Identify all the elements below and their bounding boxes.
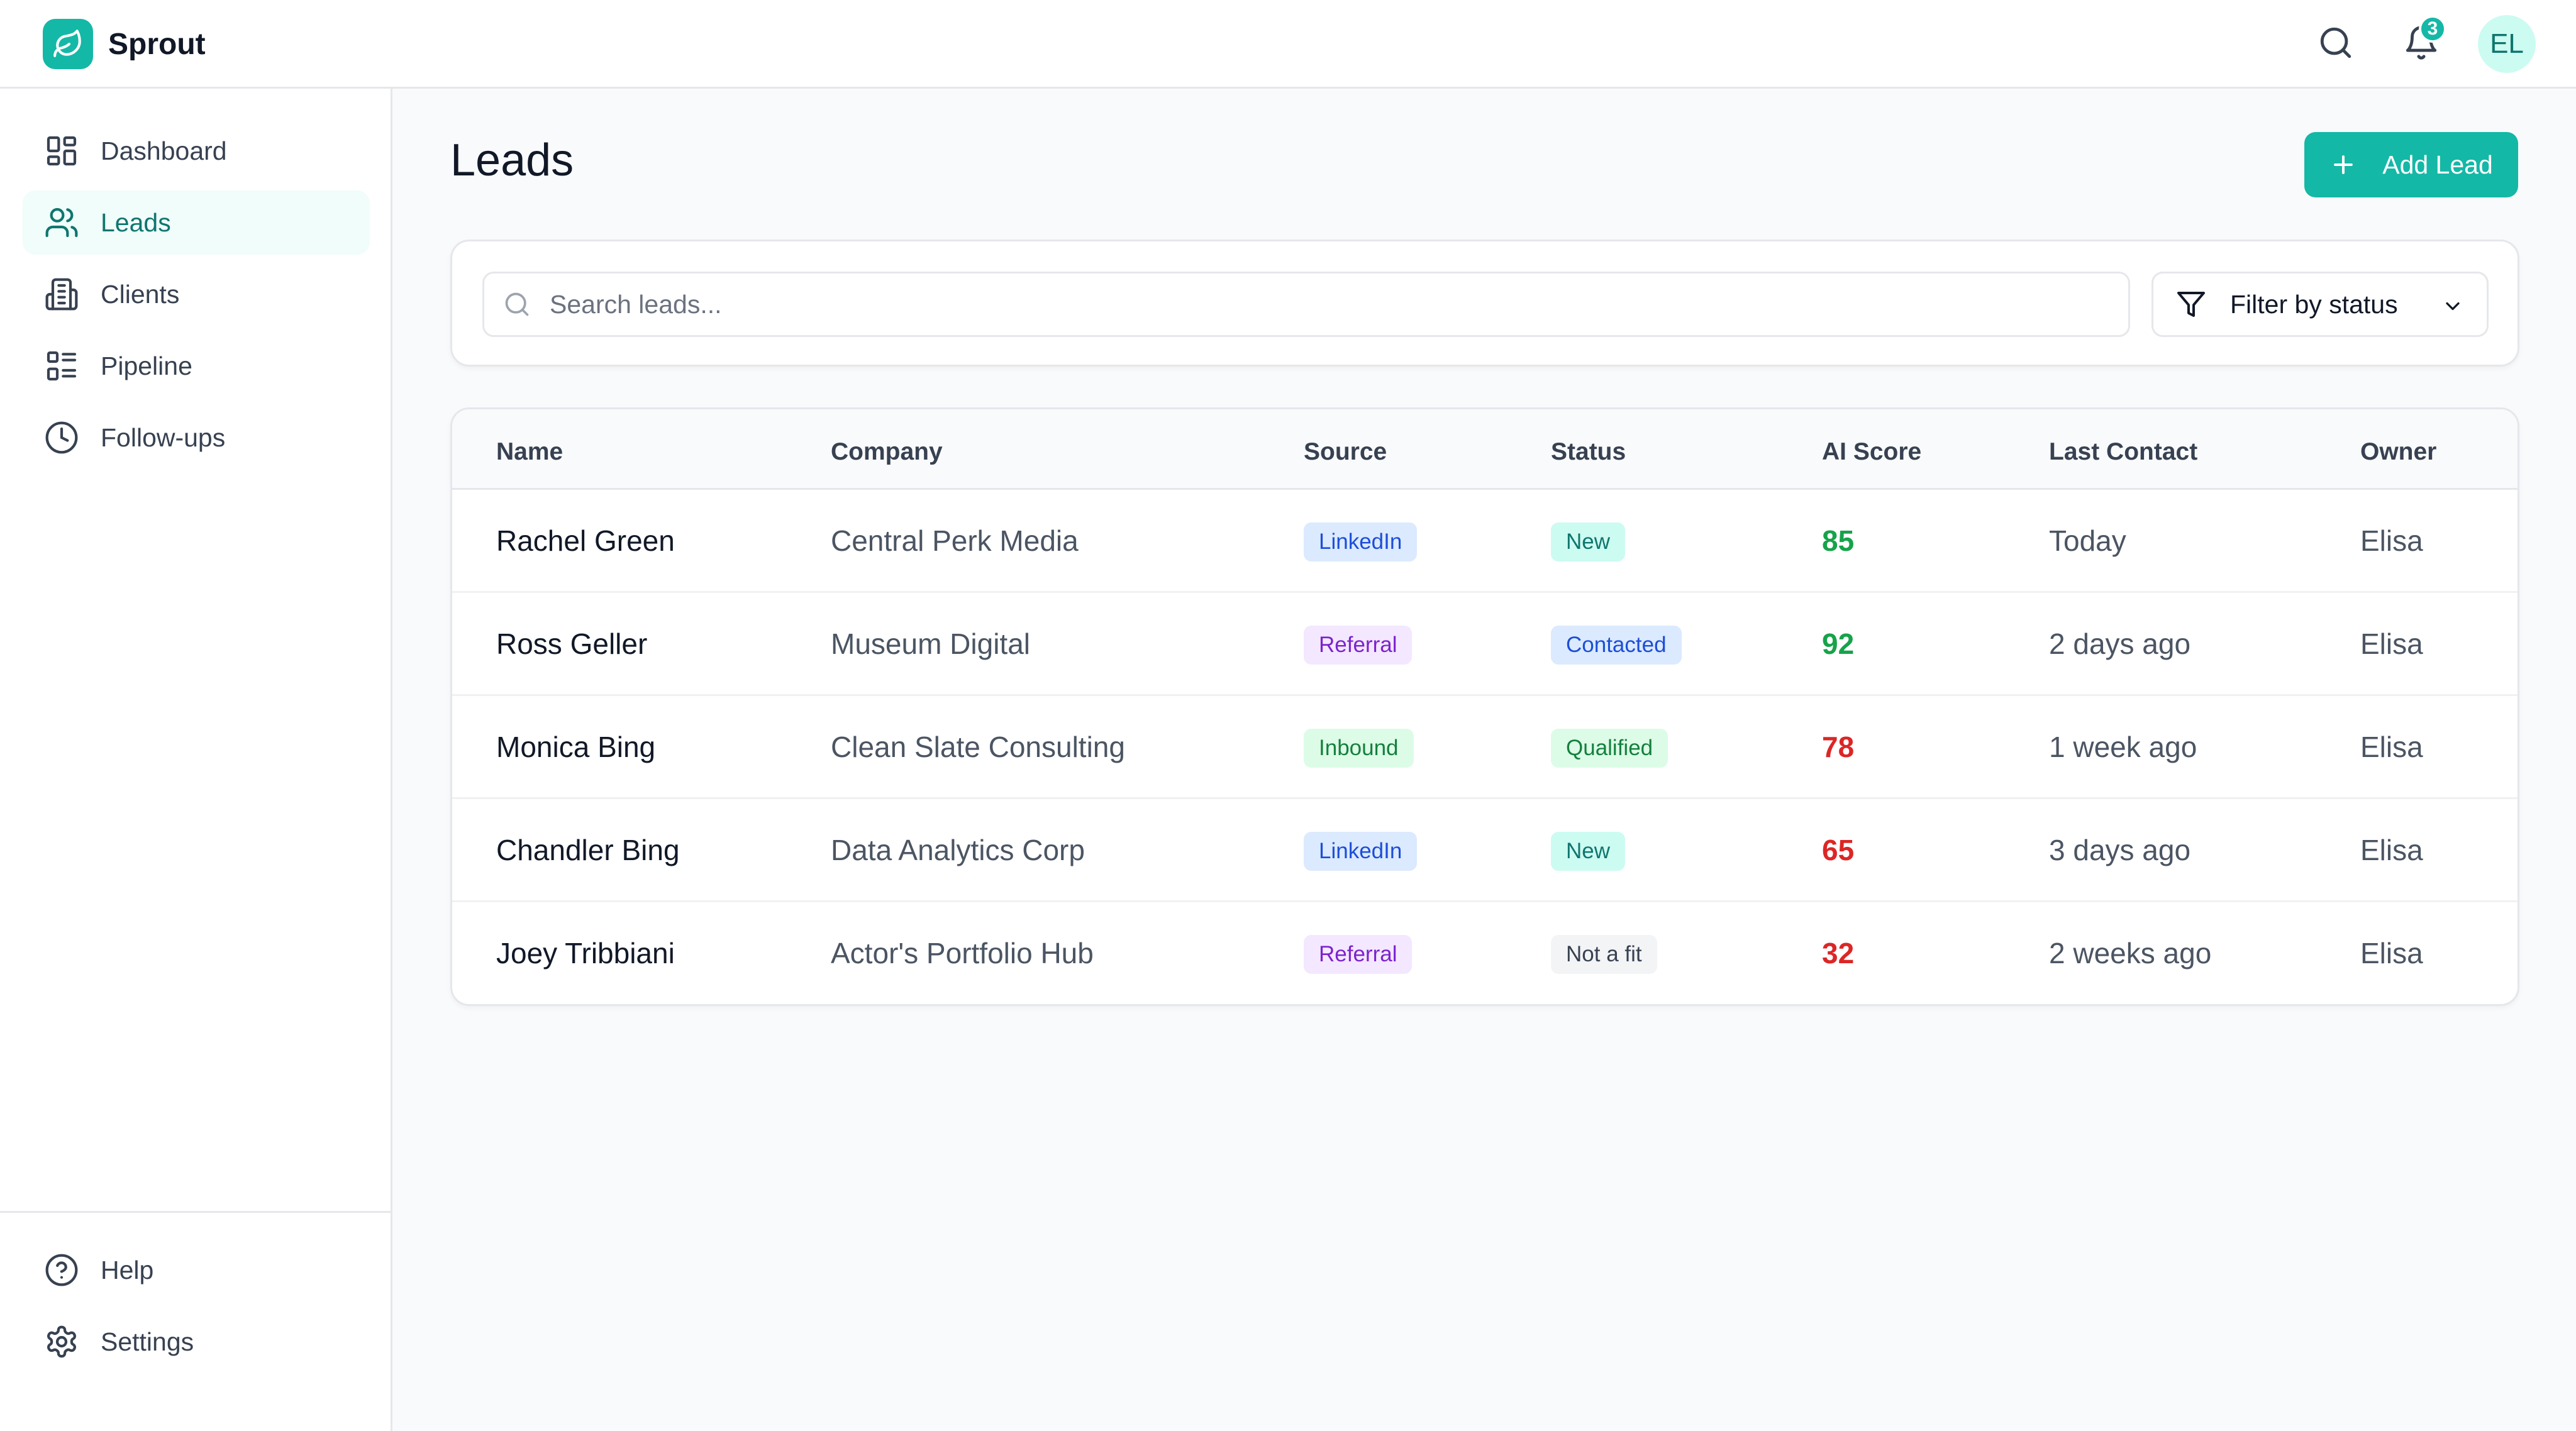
sidebar-item-label: Pipeline (101, 351, 192, 380)
ai-score: 32 (1822, 937, 1855, 970)
last-contact: 2 weeks ago (2049, 937, 2212, 970)
sidebar-item-dashboard[interactable]: Dashboard (23, 119, 370, 183)
sidebar-item-clients[interactable]: Clients (23, 262, 370, 326)
dashboard-icon (43, 132, 80, 170)
avatar[interactable]: EL (2478, 15, 2536, 73)
column-header-owner[interactable]: Owner (2360, 438, 2437, 465)
lead-name[interactable]: Joey Tribbiani (496, 937, 675, 970)
status-filter-label: Filter by status (2230, 289, 2398, 319)
column-header-status[interactable]: Status (1551, 438, 1626, 465)
sidebar-item-label: Follow-ups (101, 423, 226, 452)
last-contact: Today (2049, 524, 2126, 557)
search-box[interactable] (482, 272, 2130, 337)
status-badge: Qualified (1551, 729, 1668, 768)
page-title: Leads (450, 135, 574, 185)
table-row[interactable]: Rachel Green Central Perk Media LinkedIn… (452, 490, 2518, 593)
source-badge: LinkedIn (1304, 522, 1418, 561)
app-name: Sprout (108, 27, 206, 61)
status-badge: Not a fit (1551, 935, 1657, 974)
lead-company: Museum Digital (831, 627, 1030, 660)
status-badge: Contacted (1551, 626, 1682, 665)
sidebar-item-label: Dashboard (101, 136, 227, 165)
source-badge: Referral (1304, 626, 1413, 665)
add-lead-label: Add Lead (2382, 150, 2493, 179)
lead-company: Data Analytics Corp (831, 834, 1085, 866)
sidebar-item-settings[interactable]: Settings (23, 1310, 370, 1374)
table-row[interactable]: Joey Tribbiani Actor's Portfolio Hub Ref… (452, 902, 2518, 1004)
lead-name[interactable]: Monica Bing (496, 731, 656, 763)
table-row[interactable]: Ross Geller Museum Digital Referral Cont… (452, 593, 2518, 696)
sidebar: Dashboard Leads Clients Pipeline Follow-… (0, 89, 392, 1431)
top-bar: Sprout 3 EL (0, 0, 2576, 89)
last-contact: 2 days ago (2049, 627, 2191, 660)
plus-icon (2329, 151, 2357, 179)
lead-company: Actor's Portfolio Hub (831, 937, 1094, 970)
gear-icon (43, 1323, 80, 1361)
search-input[interactable] (550, 289, 2059, 319)
source-badge: LinkedIn (1304, 832, 1418, 871)
column-header-ai-score[interactable]: AI Score (1822, 438, 1922, 465)
lead-name[interactable]: Rachel Green (496, 524, 675, 557)
column-header-company[interactable]: Company (831, 438, 943, 465)
ai-score: 92 (1822, 627, 1855, 660)
last-contact: 1 week ago (2049, 731, 2197, 763)
lead-company: Central Perk Media (831, 524, 1079, 557)
sidebar-item-leads[interactable]: Leads (23, 191, 370, 255)
lead-owner: Elisa (2360, 524, 2423, 557)
source-badge: Inbound (1304, 729, 1414, 768)
help-icon (43, 1251, 80, 1289)
clock-icon (43, 419, 80, 456)
sidebar-item-pipeline[interactable]: Pipeline (23, 334, 370, 398)
building-icon (43, 275, 80, 313)
status-badge: New (1551, 832, 1626, 871)
column-header-source[interactable]: Source (1304, 438, 1387, 465)
ai-score: 85 (1822, 524, 1855, 557)
lead-owner: Elisa (2360, 937, 2423, 970)
status-badge: New (1551, 522, 1626, 561)
table-row[interactable]: Monica Bing Clean Slate Consulting Inbou… (452, 696, 2518, 799)
lead-owner: Elisa (2360, 834, 2423, 866)
lead-owner: Elisa (2360, 731, 2423, 763)
add-lead-button[interactable]: Add Lead (2304, 132, 2518, 197)
leads-table: Name Company Source Status AI Score Last… (450, 407, 2519, 1006)
sidebar-item-follow-ups[interactable]: Follow-ups (23, 406, 370, 470)
lead-owner: Elisa (2360, 627, 2423, 660)
pipeline-icon (43, 347, 80, 385)
sidebar-bottom: Help Settings (0, 1211, 391, 1381)
search-icon (503, 290, 531, 318)
filter-bar: Filter by status (450, 240, 2519, 367)
sidebar-item-help[interactable]: Help (23, 1238, 370, 1302)
lead-name[interactable]: Chandler Bing (496, 834, 680, 866)
sidebar-item-label: Settings (101, 1327, 194, 1356)
lead-company: Clean Slate Consulting (831, 731, 1125, 763)
source-badge: Referral (1304, 935, 1413, 974)
ai-score: 78 (1822, 731, 1855, 763)
status-filter-dropdown[interactable]: Filter by status (2151, 272, 2489, 337)
column-header-last-contact[interactable]: Last Contact (2049, 438, 2198, 465)
table-row[interactable]: Chandler Bing Data Analytics Corp Linked… (452, 799, 2518, 902)
ai-score: 65 (1822, 834, 1855, 866)
notifications-button[interactable]: 3 (2392, 15, 2450, 73)
column-header-name[interactable]: Name (496, 438, 564, 465)
sidebar-item-label: Clients (101, 279, 180, 309)
chevron-down-icon (2441, 295, 2464, 318)
table-header: Name Company Source Status AI Score Last… (452, 409, 2518, 490)
notification-badge: 3 (2419, 15, 2446, 43)
last-contact: 3 days ago (2049, 834, 2191, 866)
sidebar-item-label: Leads (101, 207, 171, 237)
users-icon (43, 204, 80, 241)
search-icon (2318, 25, 2354, 64)
sidebar-item-label: Help (101, 1255, 154, 1285)
lead-name[interactable]: Ross Geller (496, 627, 648, 660)
brand[interactable]: Sprout (43, 18, 206, 70)
search-button[interactable] (2307, 15, 2365, 73)
leaf-logo-icon (43, 19, 93, 69)
filter-icon (2176, 289, 2206, 319)
sidebar-nav: Dashboard Leads Clients Pipeline Follow-… (23, 119, 370, 477)
